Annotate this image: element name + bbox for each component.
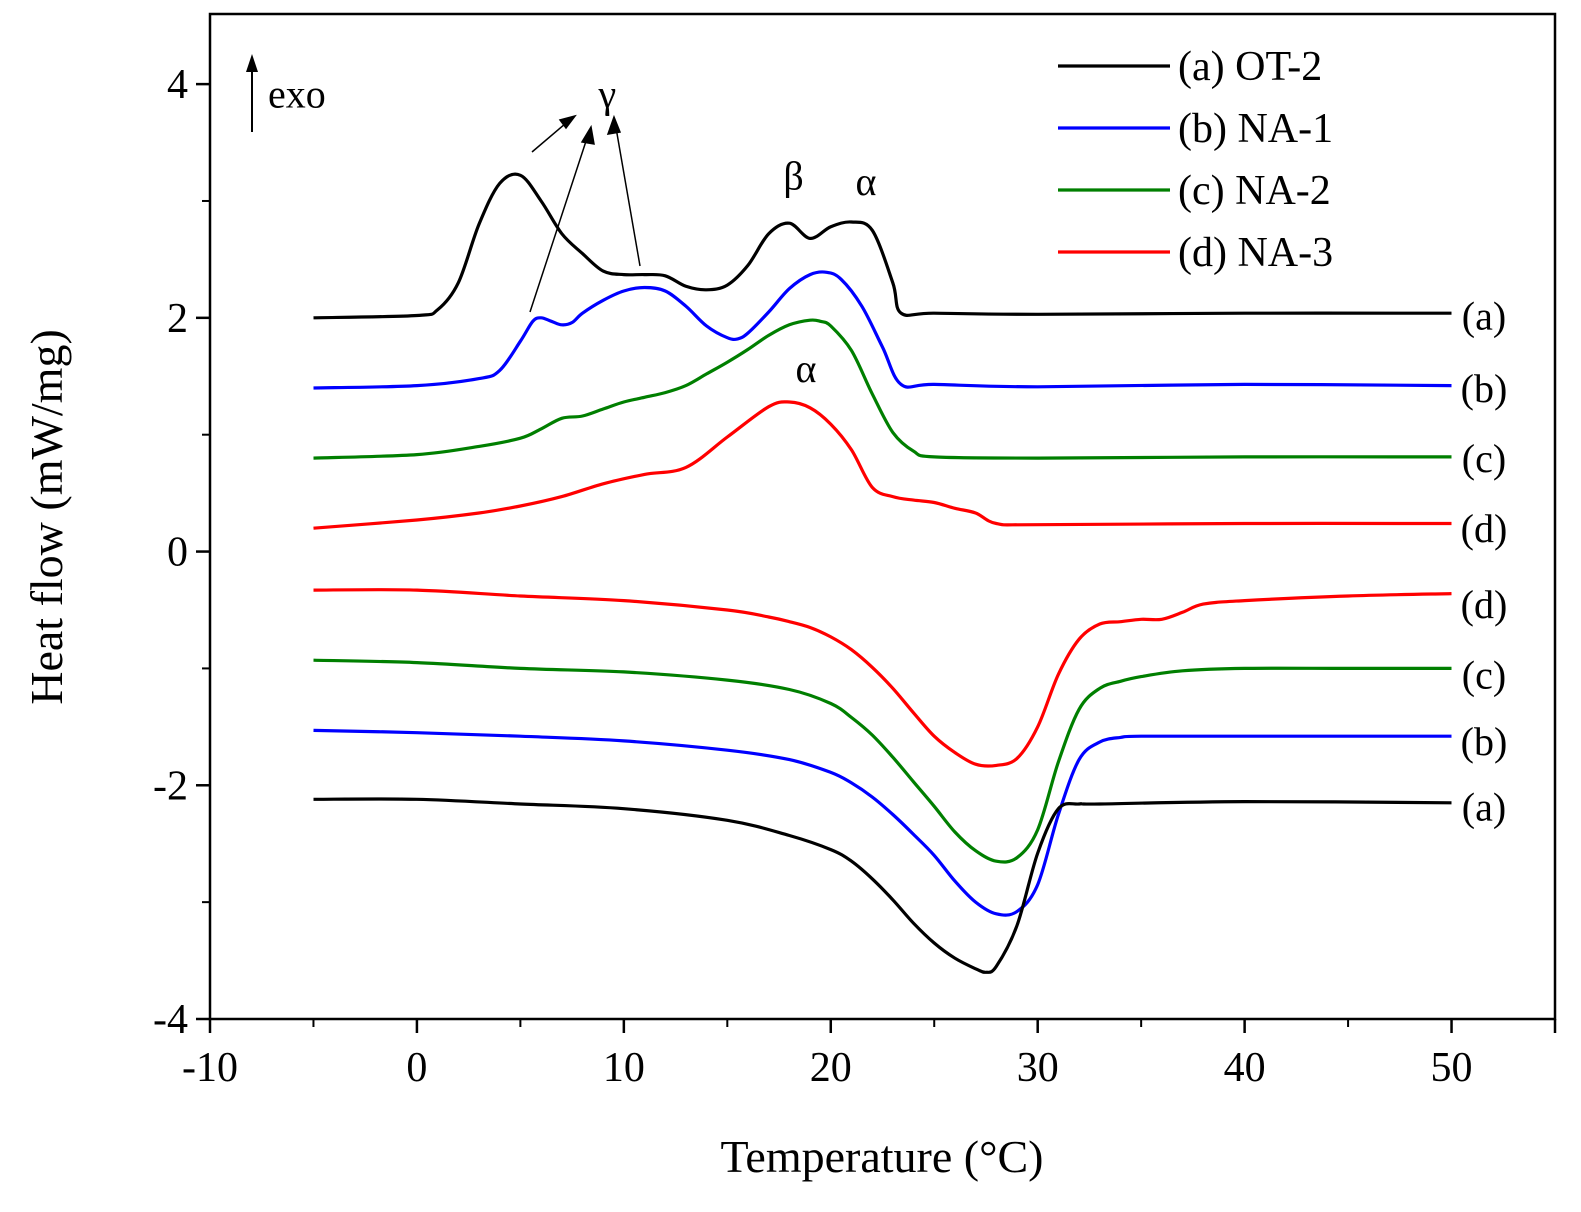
series-line [313,270,1452,390]
x-tick-label: 40 [1224,1045,1266,1091]
y-tick-label: -2 [153,763,188,809]
y-tick-label: 2 [167,296,188,342]
curve-label: (a) [1462,784,1506,829]
annotation-label: α [855,159,876,204]
annotation-label: α [795,346,816,391]
legend-label: (d) NA-3 [1178,230,1333,276]
curve-label: (a) [1462,294,1506,339]
x-tick-label: -10 [182,1045,238,1091]
series-line [313,400,1452,530]
curve-label: (b) [1461,366,1508,411]
series-line [313,588,1452,768]
x-tick-label: 30 [1017,1045,1059,1091]
annotation-label: γ [597,71,616,116]
series-line [313,728,1452,917]
x-tick-label: 10 [603,1045,645,1091]
legend-label: (b) NA-1 [1178,106,1333,152]
legend: (a) OT-2 (b) NA-1 (c) NA-2 (d) NA-3 [1058,44,1333,276]
x-axis-title: Temperature (°C) [721,1131,1044,1182]
curve-label: (d) [1461,506,1508,551]
series-line [313,318,1452,460]
legend-label: (a) OT-2 [1178,44,1322,90]
series-lines [313,172,1452,974]
gamma-arrows [529,114,641,313]
curve-labels: (a) (b) (c) (d) (d) (c) (b) (a) [1461,294,1508,830]
x-tick-label: 0 [406,1045,427,1091]
y-axis-title: Heat flow (mW/mg) [21,329,72,705]
curve-label: (d) [1461,582,1508,627]
series-line [313,172,1452,320]
x-tick-label: 20 [810,1045,852,1091]
series-line [313,797,1452,974]
legend-label: (c) NA-2 [1178,168,1331,214]
series-line [313,658,1452,864]
curve-label: (b) [1461,719,1508,764]
curve-label: (c) [1462,436,1506,481]
exo-arrow-icon [246,54,258,132]
y-tick-label: -4 [153,997,188,1043]
annotation-label: exo [268,71,326,116]
annotation-label: β [783,153,803,198]
axis-tick-labels: -10 0 10 20 30 40 50 -4 -2 0 2 4 [153,62,1473,1091]
y-tick-label: 4 [167,62,188,108]
x-tick-label: 50 [1431,1045,1473,1091]
curve-label: (c) [1462,652,1506,697]
y-tick-label: 0 [167,530,188,576]
plot-frame [208,12,1557,1021]
axis-ticks [196,82,1557,1033]
annotations: exo γ β α α [268,71,877,391]
